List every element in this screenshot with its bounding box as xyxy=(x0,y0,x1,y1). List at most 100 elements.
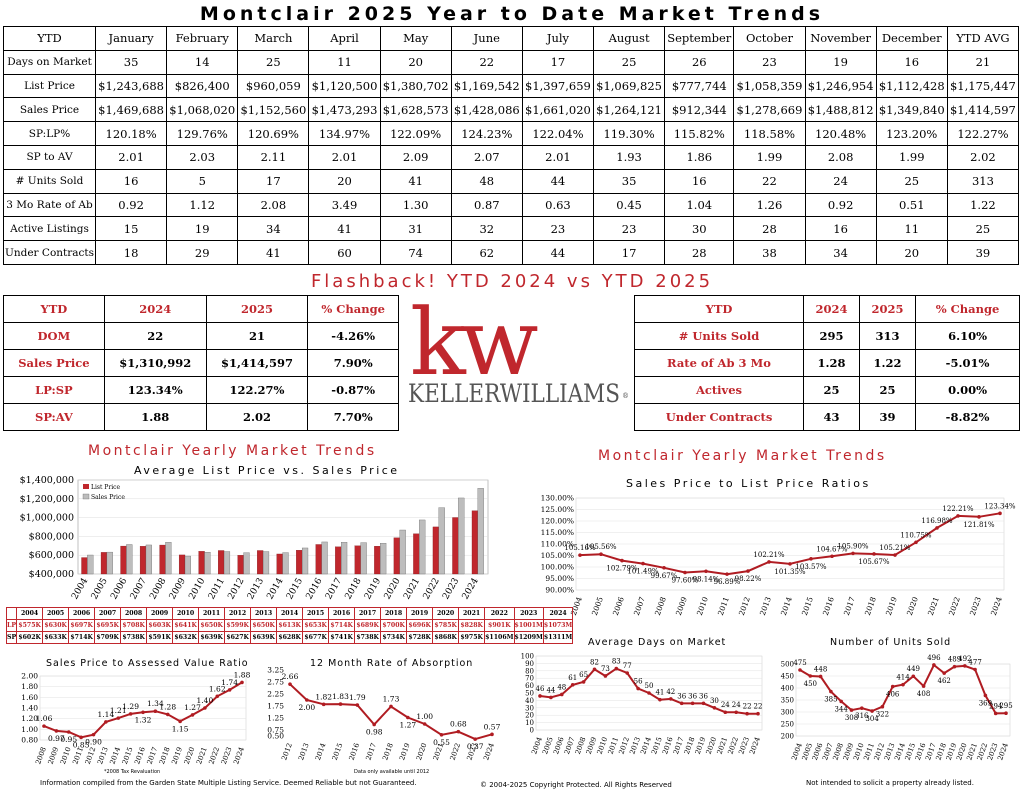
data-label: 2.66 xyxy=(282,672,299,681)
data-point xyxy=(872,552,876,556)
data-label: 123.34% xyxy=(984,502,1015,510)
compare-cell: -5.01% xyxy=(915,349,1020,377)
sp-lp-ratio-line-chart: 90.00% 95.00% 100.00% 105.00% 110.00% 115.00%… xyxy=(541,494,1016,617)
table-row: # Units Sold 295 313 6.10% xyxy=(634,322,1020,350)
table-cell: 1.86 xyxy=(664,144,735,170)
row-label: Days on Market xyxy=(2,49,97,75)
data-label: 1.88 xyxy=(234,670,251,679)
data-point xyxy=(669,697,673,701)
data-label: 385 xyxy=(824,696,837,704)
data-point xyxy=(54,729,59,733)
table-cell: $575K xyxy=(16,619,44,632)
data-label: 1.14 xyxy=(98,710,115,719)
x-tick-label: 2013 xyxy=(758,595,773,616)
footer-source: Information compiled from the Garden Sta… xyxy=(40,779,417,787)
data-point xyxy=(581,680,586,684)
table-cell: 31 xyxy=(379,216,452,242)
bar-list-price xyxy=(471,510,478,575)
y-tick-label: 50 xyxy=(525,690,534,698)
x-tick-label: 2015 xyxy=(800,595,815,616)
x-tick-label: 2015 xyxy=(285,576,305,601)
data-label: 24 xyxy=(721,701,730,709)
data-point xyxy=(389,704,393,709)
table-cell: $1209M xyxy=(513,631,544,644)
y-tick-label: 250 xyxy=(781,721,794,729)
table-cell: 32 xyxy=(450,216,523,242)
y-tick-label: 2.00 xyxy=(21,672,38,681)
table-cell: 313 xyxy=(946,168,1020,194)
data-label: 1.62 xyxy=(209,684,226,693)
y-tick-label: 400 xyxy=(781,685,794,693)
table-row: # Units Sold 16 5 17 20 41 48 44 35 16 22 24 25 313 xyxy=(2,168,1020,194)
x-tick-label: 2012 xyxy=(737,595,752,616)
legend-label-sales: Sales Price xyxy=(91,494,125,501)
data-point xyxy=(603,674,608,678)
bar-sales-price xyxy=(184,555,191,575)
data-point xyxy=(439,733,444,737)
x-tick-label: 2024 xyxy=(482,741,496,761)
table-cell: $1,661,020 xyxy=(521,97,595,123)
table-cell: $708K xyxy=(120,619,148,632)
y-tick-label: 90.00% xyxy=(545,586,574,595)
table-cell: $1,175,447 xyxy=(946,73,1020,99)
table-cell: 2.08 xyxy=(237,192,310,218)
data-point xyxy=(704,569,708,574)
x-tick-label: 2020 xyxy=(905,595,920,616)
y-tick-label: 120.00% xyxy=(541,517,574,526)
column-header: March xyxy=(237,26,310,51)
table-cell: $1106M xyxy=(484,631,515,644)
x-tick-label: 2024 xyxy=(989,595,1004,616)
column-header: May xyxy=(379,26,452,51)
data-label: 73 xyxy=(601,665,610,673)
data-point xyxy=(42,724,46,728)
table-cell: $709K xyxy=(94,631,122,644)
table-cell: 120.48% xyxy=(804,121,877,146)
logo-wordmark: KELLERWILLIAMS xyxy=(408,379,620,408)
chart-title-list-vs-sales: Average List Price vs. Sales Price xyxy=(134,464,400,477)
bar-list-price xyxy=(81,557,88,575)
legend-label-list: List Price xyxy=(91,484,120,491)
table-cell: 119.30% xyxy=(592,121,666,146)
x-tick-label: 2022 xyxy=(947,595,962,616)
data-point xyxy=(592,667,597,672)
data-point xyxy=(620,558,624,563)
row-label: List Price xyxy=(2,73,97,99)
table-cell: 1.99 xyxy=(733,144,806,170)
table-cell: 18 xyxy=(95,240,168,265)
data-label: 294 xyxy=(989,702,1003,710)
data-label: 308 xyxy=(845,714,858,722)
table-cell: $738K xyxy=(120,631,148,644)
x-tick-label: 2020 xyxy=(415,742,429,761)
ytd-table: YTD January February March April May June July A… xyxy=(2,26,1020,265)
data-label: 0.95 xyxy=(60,735,77,744)
data-point xyxy=(473,737,477,741)
table-row: 3 Mo Rate of Ab 0.92 1.12 2.08 3.49 1.30 0.87 0… xyxy=(2,192,1020,218)
y-tick-label: 125.00% xyxy=(541,505,574,514)
data-label: 1.40 xyxy=(197,696,214,705)
data-point xyxy=(355,703,360,707)
table-cell: $714K xyxy=(68,631,96,644)
data-point xyxy=(647,691,651,695)
legend-swatch-sales xyxy=(82,493,90,500)
bar-list-price xyxy=(413,533,420,575)
y-tick-label: 0.80 xyxy=(21,736,38,745)
table-row: Rate of Ab 3 Mo 1.28 1.22 -5.01% xyxy=(634,349,1020,377)
absorption-note: Data only available until 2012 xyxy=(354,769,430,775)
data-label: 1.82 xyxy=(315,692,332,701)
y-tick-label: 3.25 xyxy=(267,666,284,675)
row-label: # Units Sold xyxy=(2,168,97,194)
data-label: 462 xyxy=(938,677,951,685)
table-cell: 0.87 xyxy=(450,192,523,218)
chart-title-dom: Average Days on Market xyxy=(588,637,727,648)
y-tick-label: 350 xyxy=(781,697,794,705)
table-row: Active Listings 15 19 34 41 31 32 23 23 30 28 16 11 2… xyxy=(2,216,1020,242)
table-row: SP:LP% 120.18% 129.76% 120.69% 134.97% 122.09… xyxy=(2,121,1020,146)
data-label: 99.67% xyxy=(651,572,678,580)
data-label: 61 xyxy=(568,674,577,682)
y-tick-label: $1,200,000 xyxy=(20,494,74,505)
table-row: SP to AV 2.01 2.03 2.11 2.01 2.09 2.07 2.01 1.93… xyxy=(2,144,1020,170)
bar-list-price xyxy=(257,550,264,575)
data-label: 101.49% xyxy=(627,568,658,576)
y-tick-label: 1.40 xyxy=(21,704,38,713)
